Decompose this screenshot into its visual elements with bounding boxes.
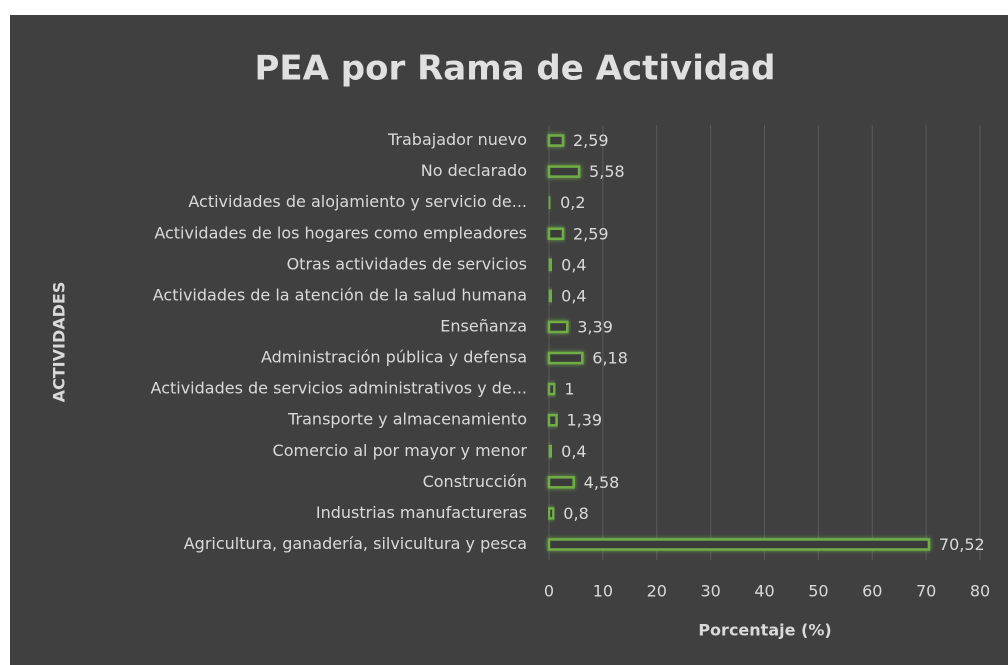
y-tick-label: Actividades de la atención de la salud h…: [153, 285, 527, 304]
bar: [547, 445, 553, 458]
data-label: 3,39: [577, 317, 613, 336]
data-label: 0,4: [561, 255, 586, 274]
chart-title: PEA por Rama de Actividad: [255, 49, 776, 89]
y-tick-label: Industrias manufactureras: [316, 503, 527, 522]
bar: [547, 289, 553, 303]
y-tick-label: Enseñanza: [440, 316, 527, 335]
y-tick-label: Trabajador nuevo: [387, 130, 527, 149]
bar: [547, 165, 581, 178]
y-tick-label: Comercio al por mayor y menor: [273, 441, 528, 460]
x-tick-label: 40: [754, 582, 774, 601]
x-tick-label: 60: [862, 582, 882, 601]
bar: [547, 196, 552, 209]
bar: [547, 351, 584, 365]
y-tick-label: Transporte y almacenamiento: [287, 410, 527, 429]
data-label: 70,52: [939, 535, 985, 554]
data-label: 1,39: [566, 411, 602, 430]
x-tick-label: 50: [808, 582, 828, 601]
y-tick-label: Agricultura, ganadería, silvicultura y p…: [184, 534, 527, 553]
y-tick-label: Actividades de los hogares como empleado…: [154, 223, 527, 242]
x-tick-label: 80: [970, 582, 990, 601]
x-axis-label: Porcentaje (%): [698, 621, 831, 640]
chart-background: [10, 15, 1008, 665]
y-tick-label: Administración pública y defensa: [261, 348, 527, 367]
data-label: 0,8: [563, 504, 588, 523]
data-label: 4,58: [584, 473, 620, 492]
y-tick-label: No declarado: [421, 161, 527, 180]
data-label: 1: [564, 380, 574, 399]
x-tick-label: 20: [647, 582, 667, 601]
y-tick-label: Actividades de alojamiento y servicio de…: [188, 192, 527, 211]
data-label: 0,4: [561, 286, 586, 305]
bar: [547, 507, 555, 520]
bar: [547, 476, 575, 489]
y-tick-label: Construcción: [423, 472, 527, 491]
y-tick-label: Actividades de servicios administrativos…: [151, 379, 527, 398]
bar: [547, 538, 931, 551]
data-label: 0,4: [561, 442, 586, 461]
bar: [547, 413, 558, 427]
x-tick-label: 70: [916, 582, 936, 601]
x-tick-label: 30: [700, 582, 720, 601]
data-label: 6,18: [592, 349, 628, 368]
data-label: 0,2: [560, 193, 585, 212]
bar: [547, 258, 553, 272]
bar: [547, 320, 569, 334]
data-label: 2,59: [573, 131, 609, 150]
x-tick-label: 10: [593, 582, 613, 601]
bar: [547, 382, 556, 396]
data-label: 2,59: [573, 224, 609, 243]
y-tick-label: Otras actividades de servicios: [287, 254, 527, 273]
bar: [547, 134, 565, 147]
x-tick-label: 0: [544, 582, 554, 601]
data-label: 5,58: [589, 162, 625, 181]
bar: [547, 227, 565, 240]
y-axis-label: ACTIVIDADES: [50, 282, 69, 403]
